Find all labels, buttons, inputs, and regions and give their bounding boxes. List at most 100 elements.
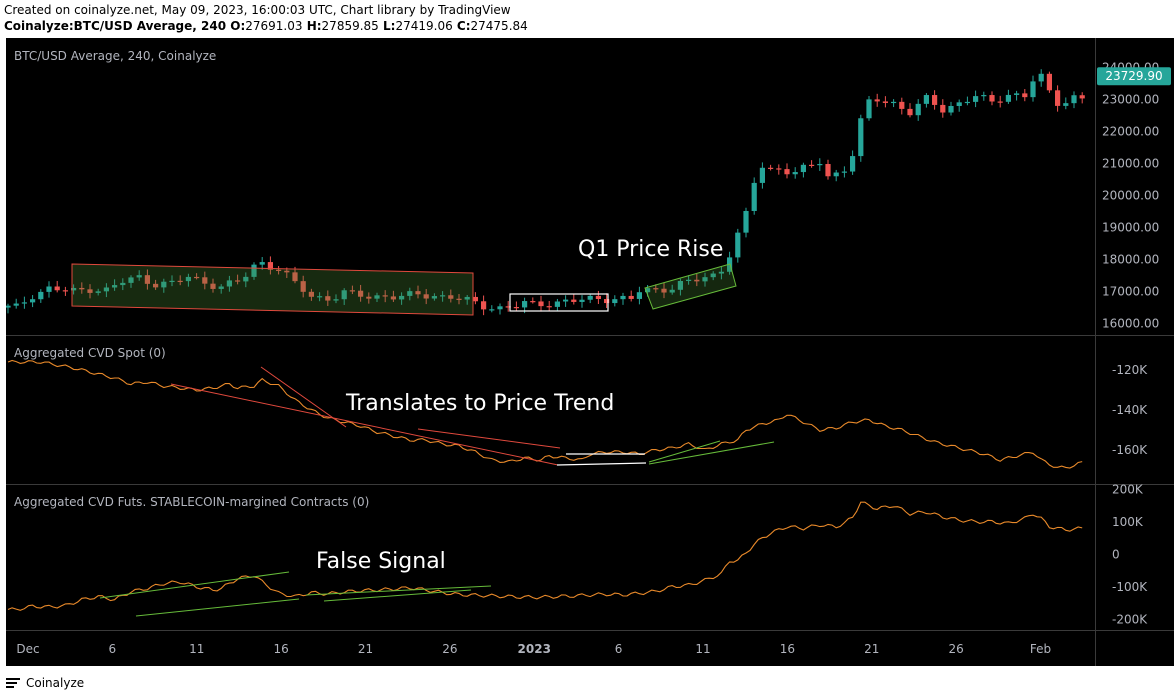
candle-down [1046,73,1052,91]
last-price-label: 23729.90 [1105,69,1162,83]
candle-down [194,276,200,279]
candle-up [95,291,101,293]
candle-up [948,105,954,113]
trendline-green [135,598,300,617]
candle-up [185,276,191,282]
candle-down [907,108,913,116]
candle-up [226,280,232,287]
cvd-futs-axis-tick: 200K [1112,482,1144,496]
candle-up [915,103,921,116]
candle-up [112,285,118,288]
candle-up [333,299,339,301]
x-axis-label: 21 [358,642,373,656]
candle-up [710,273,716,278]
price-axis-tick: 22000.00 [1102,125,1159,139]
x-axis-label: 6 [109,642,117,656]
candle-up [669,289,675,293]
candle-up [563,299,569,302]
candle-up [374,295,380,299]
cvd-futs-axis-tick: 100K [1112,515,1144,529]
candle-down [768,167,774,169]
candle-up [497,306,503,310]
candle-up [866,99,872,119]
candle-up [259,262,265,265]
x-axis-label: 21 [864,642,879,656]
price-axis-tick: 20000.00 [1102,189,1159,203]
brand[interactable]: Coinalyze [4,674,84,692]
candle-up [120,282,126,286]
candle-up [792,172,798,175]
x-axis-label: Feb [1030,642,1051,656]
close-value: 27475.84 [470,19,528,33]
annotation-translates: Translates to Price Trend [345,391,614,416]
candle-up [30,299,36,303]
candle-down [448,295,454,299]
annotation-q1-price-rise: Q1 Price Rise [578,237,723,262]
x-axis-label: 11 [189,642,204,656]
candle-up [964,101,970,104]
trendline-red [170,383,559,466]
candle-down [940,104,946,113]
candle-up [38,291,44,300]
candle-down [423,294,429,299]
candle-up [522,301,528,308]
candle-up [440,295,446,297]
candle-up [841,171,847,173]
candle-down [144,275,150,284]
x-axis-label: 2023 [518,642,551,656]
candle-down [1055,90,1061,106]
candle-down [809,164,815,167]
cvd-spot-series-line [7,359,1083,469]
cvd-futs-axis-tick: -100K [1112,580,1148,594]
trendline-green [648,440,721,463]
symbol-label: Coinalyze:BTC/USD Average, 240 [4,19,227,33]
candle-down [546,306,552,308]
candle-up [464,296,470,300]
cvd-futs-title: Aggregated CVD Futs. STABLECOIN-margined… [14,495,369,509]
candle-down [276,269,282,271]
trendline-green [323,589,472,602]
candle-up [13,303,19,306]
candle-up [251,264,257,277]
open-label: O: [230,19,246,33]
candle-up [636,292,642,299]
price-axis-tick: 21000.00 [1102,157,1159,171]
candle-up [702,277,708,282]
chart-svg[interactable]: BTC/USD Average, 240, Coinalyze24000.002… [6,38,1174,666]
candle-up [399,295,405,300]
candle-down [932,95,938,105]
cvd-spot-axis-tick: -160K [1112,443,1148,457]
candle-down [390,296,396,300]
candle-down [366,296,372,299]
candle-up [891,101,897,104]
candle-down [571,299,577,302]
candle-up [587,295,593,300]
candle-up [1071,95,1077,104]
candle-down [513,307,519,309]
red-range-box [71,263,474,316]
price-axis-tick: 23000.00 [1102,93,1159,107]
candle-up [800,164,806,173]
candle-up [1063,103,1069,106]
cvd-spot-axis-tick: -120K [1112,363,1148,377]
chart-area[interactable] [6,38,1174,666]
candle-up [243,276,249,282]
candle-up [431,296,437,299]
candle-up [743,210,749,233]
candle-down [776,168,782,170]
candle-down [604,299,610,304]
price-axis-tick: 17000.00 [1102,285,1159,299]
candle-up [718,271,724,274]
candle-up [317,296,323,298]
candle-up [489,309,495,311]
x-axis-label: 26 [948,642,963,656]
candle-up [1014,93,1020,95]
brand-name: Coinalyze [26,676,85,690]
candle-down [177,280,183,283]
x-axis-label: 6 [615,642,623,656]
candle-up [1005,94,1011,102]
candle-down [874,99,880,102]
candle-down [472,296,478,302]
x-axis-label: 16 [273,642,288,656]
candle-down [308,291,314,297]
